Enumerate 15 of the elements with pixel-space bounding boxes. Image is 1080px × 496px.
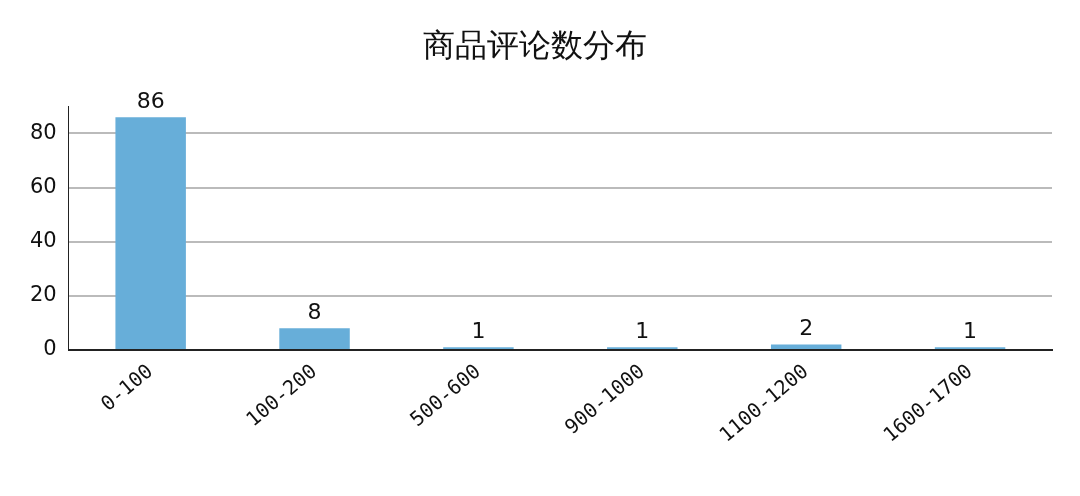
data-label: 1 bbox=[963, 317, 978, 343]
data-label: 86 bbox=[136, 87, 165, 113]
data-label: 1 bbox=[471, 317, 486, 343]
chart-title: 商品评论数分布 bbox=[423, 25, 647, 64]
y-tick-label: 80 bbox=[29, 119, 57, 144]
bar bbox=[115, 117, 186, 349]
y-tick-label: 40 bbox=[29, 228, 57, 253]
bar bbox=[770, 344, 842, 349]
y-tick-label: 60 bbox=[29, 174, 57, 199]
bar bbox=[279, 328, 350, 349]
y-tick-label: 0 bbox=[43, 336, 57, 361]
data-label: 8 bbox=[307, 299, 322, 325]
data-label: 1 bbox=[635, 317, 650, 343]
y-tick-label: 20 bbox=[29, 282, 57, 307]
data-label: 2 bbox=[799, 315, 814, 341]
